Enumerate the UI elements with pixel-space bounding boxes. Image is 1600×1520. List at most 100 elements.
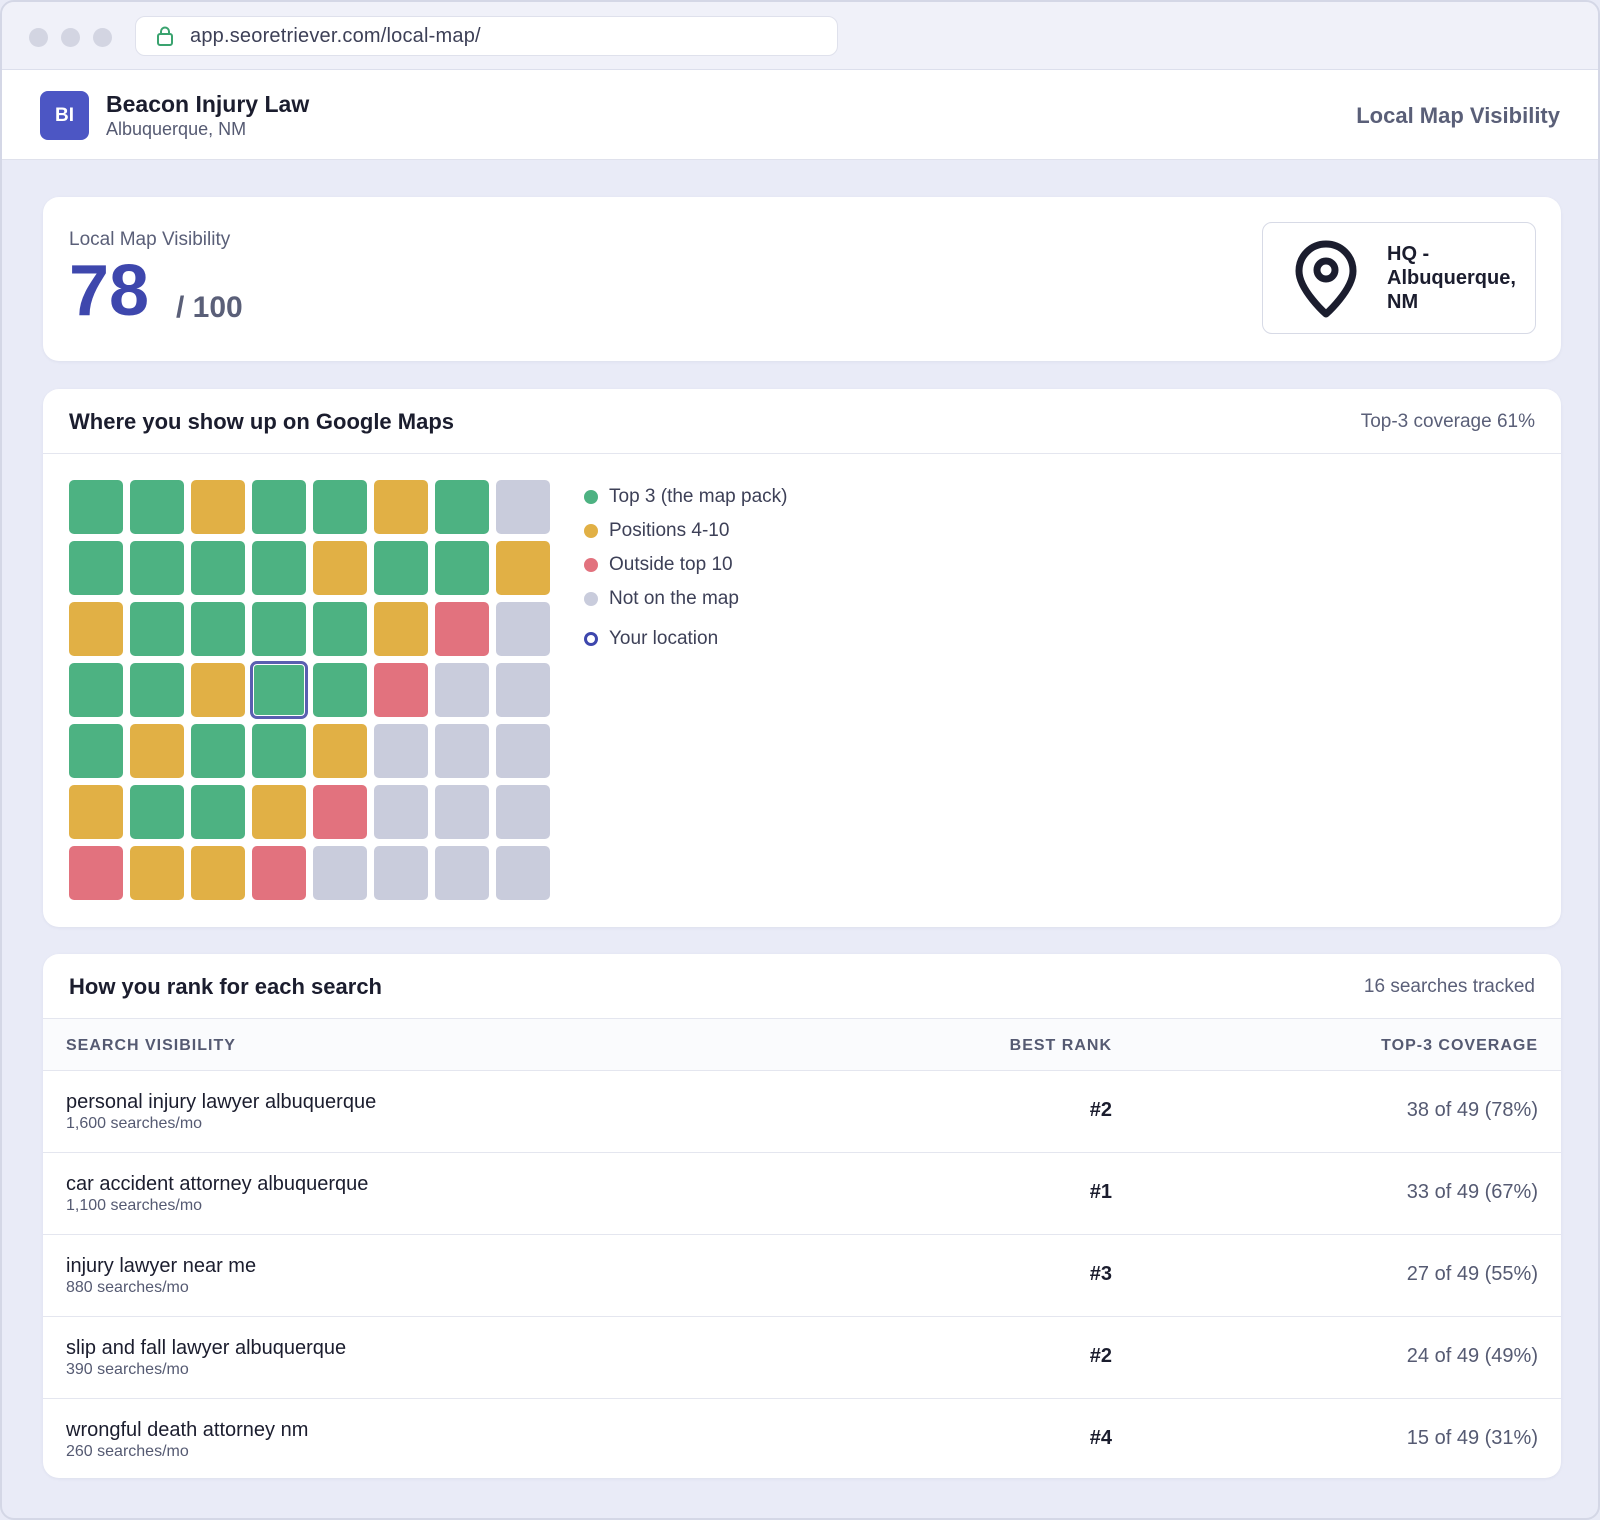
grid-cell-out[interactable] xyxy=(252,846,306,900)
grid-cell-top[interactable] xyxy=(252,602,306,656)
table-row[interactable]: slip and fall lawyer albuquerque 390 sea… xyxy=(43,1317,1561,1399)
best-rank: #3 xyxy=(1089,1263,1112,1285)
grid-cell-top[interactable] xyxy=(374,541,428,595)
page-title: Local Map Visibility xyxy=(1356,103,1560,128)
grid-cell-mid[interactable] xyxy=(130,846,184,900)
business-name: Beacon Injury Law xyxy=(106,91,310,117)
grid-cell-top[interactable] xyxy=(69,480,123,534)
table-row[interactable]: personal injury lawyer albuquerque 1,600… xyxy=(43,1071,1561,1153)
grid-cell-top[interactable] xyxy=(252,480,306,534)
column-header-search[interactable]: SEARCH VISIBILITY xyxy=(66,1037,236,1054)
grid-cell-top[interactable] xyxy=(313,480,367,534)
business-info: Beacon Injury Law Albuquerque, NM xyxy=(106,91,309,140)
grid-cell-mid[interactable] xyxy=(69,602,123,656)
grid-cell-mid[interactable] xyxy=(130,724,184,778)
legend-item-top3: Top 3 (the map pack) xyxy=(584,480,787,514)
grid-cell-top[interactable] xyxy=(130,602,184,656)
table-row[interactable]: wrongful death attorney nm 260 searches/… xyxy=(43,1399,1561,1481)
grid-cell-mid[interactable] xyxy=(69,785,123,839)
grid-cell-mid[interactable] xyxy=(374,480,428,534)
location-selector[interactable]: HQ - Albuquerque, NM xyxy=(1262,222,1536,334)
grid-cell-top[interactable] xyxy=(130,541,184,595)
grid-cell-none[interactable] xyxy=(435,663,489,717)
grid-cell-top[interactable] xyxy=(435,480,489,534)
grid-cell-none[interactable] xyxy=(496,846,550,900)
grid-cell-out[interactable] xyxy=(69,846,123,900)
top3-coverage: 38 of 49 (78%) xyxy=(1406,1099,1538,1121)
address-bar[interactable]: app.seoretriever.com/local-map/ xyxy=(135,16,838,56)
grid-cell-mid[interactable] xyxy=(191,846,245,900)
grid-cell-top[interactable] xyxy=(191,724,245,778)
search-volume: 1,100 searches/mo xyxy=(66,1197,203,1214)
grid-cell-out[interactable] xyxy=(435,602,489,656)
column-header-best-rank[interactable]: BEST RANK xyxy=(1009,1037,1112,1054)
table-row[interactable]: injury lawyer near me 880 searches/mo #3… xyxy=(43,1235,1561,1317)
score-card: Local Map Visibility 78 / 100 HQ - Albuq… xyxy=(43,197,1561,361)
grid-cell-top[interactable] xyxy=(130,785,184,839)
grid-cell-none[interactable] xyxy=(374,846,428,900)
keyword: wrongful death attorney nm xyxy=(66,1419,309,1441)
grid-cell-top[interactable] xyxy=(69,541,123,595)
grid-cell-mid[interactable] xyxy=(191,663,245,717)
grid-cell-none[interactable] xyxy=(496,602,550,656)
grid-cell-none[interactable] xyxy=(374,785,428,839)
grid-cell-mid[interactable] xyxy=(313,724,367,778)
grid-cell-mid[interactable] xyxy=(374,602,428,656)
search-volume: 390 searches/mo xyxy=(66,1361,189,1378)
window-minimize-dot[interactable] xyxy=(61,28,80,47)
grid-cell-mid[interactable] xyxy=(252,785,306,839)
best-rank: #2 xyxy=(1089,1099,1112,1121)
keyword: personal injury lawyer albuquerque xyxy=(66,1091,377,1113)
grid-cell-top[interactable] xyxy=(191,541,245,595)
table-row[interactable]: car accident attorney albuquerque 1,100 … xyxy=(43,1153,1561,1235)
map-legend: Top 3 (the map pack) Positions 4-10 Outs… xyxy=(584,480,787,656)
grid-cell-none[interactable] xyxy=(374,724,428,778)
grid-cell-none[interactable] xyxy=(496,663,550,717)
grid-cell-none[interactable] xyxy=(435,785,489,839)
grid-cell-none[interactable] xyxy=(496,480,550,534)
grid-cell-none[interactable] xyxy=(435,846,489,900)
search-volume: 260 searches/mo xyxy=(66,1443,189,1460)
legend-label-outside: Outside top 10 xyxy=(609,554,733,575)
search-volume: 1,600 searches/mo xyxy=(66,1115,203,1132)
grid-cell-out[interactable] xyxy=(374,663,428,717)
table-body: personal injury lawyer albuquerque 1,600… xyxy=(43,1071,1561,1481)
score-max: / 100 xyxy=(176,291,243,324)
legend-item-outside: Outside top 10 xyxy=(584,548,787,582)
legend-label-your-location: Your location xyxy=(609,628,719,649)
grid-cell-top[interactable] xyxy=(313,602,367,656)
searches-tracked: 16 searches tracked xyxy=(1363,976,1535,997)
grid-cell-mid[interactable] xyxy=(313,541,367,595)
grid-cell-none[interactable] xyxy=(496,724,550,778)
grid-cell-none[interactable] xyxy=(435,724,489,778)
browser-chrome: app.seoretriever.com/local-map/ xyxy=(2,2,1598,70)
grid-cell-top[interactable] xyxy=(313,663,367,717)
grid-cell-top[interactable] xyxy=(252,541,306,595)
grid-cell-out[interactable] xyxy=(313,785,367,839)
window-maximize-dot[interactable] xyxy=(93,28,112,47)
business-logo: BI xyxy=(40,91,89,140)
grid-cell-none[interactable] xyxy=(313,846,367,900)
grid-cell-top[interactable] xyxy=(252,724,306,778)
column-header-coverage[interactable]: TOP-3 COVERAGE xyxy=(1381,1037,1538,1054)
grid-cell-top[interactable] xyxy=(130,663,184,717)
grid-cell-top[interactable] xyxy=(191,785,245,839)
legend-item-not-on-map: Not on the map xyxy=(584,582,787,616)
grid-cell-mid[interactable] xyxy=(496,541,550,595)
legend-swatch-top3 xyxy=(584,490,598,504)
grid-cell-top[interactable] xyxy=(130,480,184,534)
legend-label-not-on-map: Not on the map xyxy=(609,588,739,609)
grid-cell-top[interactable] xyxy=(191,602,245,656)
grid-cell-top[interactable] xyxy=(69,724,123,778)
window-close-dot[interactable] xyxy=(29,28,48,47)
legend-label-top3: Top 3 (the map pack) xyxy=(609,486,788,507)
score-label: Local Map Visibility xyxy=(69,229,231,250)
grid-cell-mid[interactable] xyxy=(191,480,245,534)
grid-cell-none[interactable] xyxy=(496,785,550,839)
grid-cell-your-location[interactable] xyxy=(250,661,308,719)
legend-swatch-outside xyxy=(584,558,598,572)
legend-swatch-not-on-map xyxy=(584,592,598,606)
grid-cell-top[interactable] xyxy=(435,541,489,595)
grid-cell-top[interactable] xyxy=(69,663,123,717)
legend-swatch-positions xyxy=(584,524,598,538)
